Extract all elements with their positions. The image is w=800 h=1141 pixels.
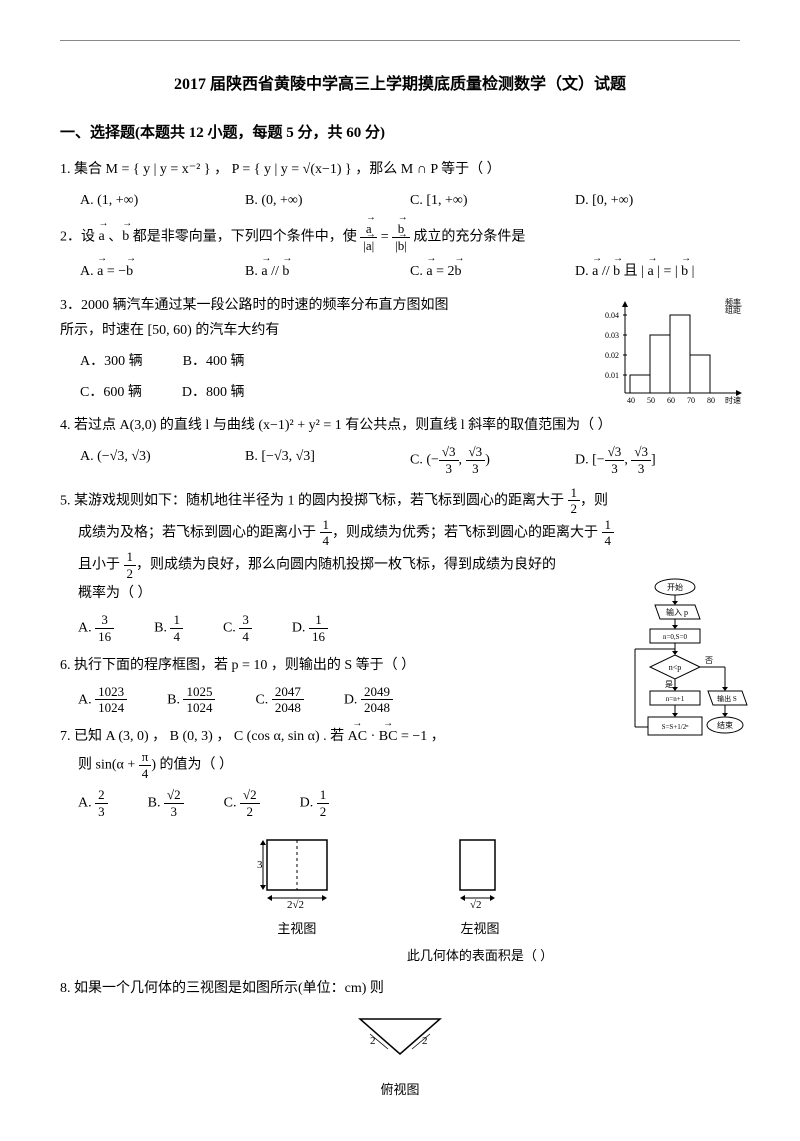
q3-opt-a: A．300 辆 [80,349,143,374]
svg-text:是: 是 [665,680,673,689]
frac-a: a|a| [360,221,377,253]
q5-opt-c: C. 34 [223,612,252,644]
left-view: √2 左视图 此几何体的表面积是（ ） [407,830,553,968]
q3-opt-c: C．600 辆 [80,380,142,405]
svg-text:输出 S: 输出 S [717,694,737,703]
q4-options: A. (−√3, √3) B. [−√3, √3] C. (−√33, √33)… [80,444,740,476]
vec-a-icon: a [99,224,105,249]
q6-opt-c: C. 20472048 [255,684,303,716]
svg-text:0.01: 0.01 [605,371,619,380]
left-label: 左视图 [407,917,553,940]
q5-opt-b: B. 14 [154,612,183,644]
q4-opt-d: D. [−√33, √33] [575,444,740,476]
q7-stem2: 则 sin(α + π4) 的值为（ ） [78,749,740,781]
svg-text:n=n+1: n=n+1 [666,695,685,703]
q4-opt-b: B. [−√3, √3] [245,444,410,476]
q4-opt-c: C. (−√33, √33) [410,444,575,476]
top-rule [60,40,740,41]
svg-text:n=0,S=0: n=0,S=0 [663,633,688,641]
q1-options: A. (1, +∞) B. (0, +∞) C. [1, +∞) D. [0, … [80,188,740,213]
q2-opt-b: B. a // b [245,259,410,284]
svg-text:2√2: 2√2 [287,899,304,910]
q1-opt-a: A. (1, +∞) [80,188,245,213]
svg-text:0.02: 0.02 [605,351,619,360]
q8-right-text: 此几何体的表面积是（ ） [407,944,553,967]
q2-t1: 2．设 [60,229,99,244]
q5-stem2: 成绩为及格；若飞标到圆心的距离小于 14，则成绩为优秀；若飞标到圆心的距离大于 … [78,517,740,549]
q2-opt-a: A. a = −b [80,259,245,284]
frac-b: b|b| [392,221,410,253]
question-1: 1. 集合 M = { y | y = x⁻² } ， P = { y | y … [60,157,740,213]
q6-opt-a: A. 10231024 [78,684,127,716]
question-8: 8. 如果一个几何体的三视图是如图所示(单位：cm) 则 [60,976,740,1001]
svg-text:开始: 开始 [667,582,683,592]
q3-opt-b: B．400 辆 [183,349,245,374]
q1-opt-c: C. [1, +∞) [410,188,575,213]
svg-text:50: 50 [647,396,655,405]
q1-opt-b: B. (0, +∞) [245,188,410,213]
q2-options: A. a = −b B. a // b C. a = 2b D. a // b … [80,259,740,284]
q7-opt-a: A. 23 [78,787,108,819]
svg-text:40: 40 [627,396,635,405]
svg-text:组距: 组距 [725,305,741,315]
q6-opt-b: B. 10251024 [167,684,215,716]
q5-q6-block: 5. 某游戏规则如下：随机地往半径为 1 的圆内投掷飞标，若飞标到圆心的距离大于… [60,485,740,716]
q5-opt-a: A. 316 [78,612,114,644]
exam-title: 2017 届陕西省黄陵中学高三上学期摸底质量检测数学（文）试题 [60,71,740,100]
q5-opt-d: D. 116 [292,612,328,644]
top-view: 2 2 俯视图 [60,1009,740,1102]
svg-text:否: 否 [705,656,713,665]
question-4: 4. 若过点 A(3,0) 的直线 l 与曲线 (x−1)² + y² = 1 … [60,413,740,476]
question-2: 2．设 a 、b 都是非零向量，下列四个条件中，使 a|a| = b|b| 成立… [60,221,740,284]
q7-opt-d: D. 12 [300,787,330,819]
q2-t3: 都是非零向量，下列四个条件中，使 [133,229,361,244]
q3-opt-d: D．800 辆 [182,380,245,405]
q2-opt-c: C. a = 2b [410,259,575,284]
question-7: 7. 已知 A (3, 0) ， B (0, 3) ， C (cos α, si… [60,724,740,820]
svg-text:60: 60 [667,396,675,405]
q2-opt-d: D. a // b 且 | a | = | b | [575,259,740,284]
histogram-chart: 0.01 0.02 0.03 0.04 40 50 60 70 80 时速 频率… [600,293,750,413]
q1-opt-d: D. [0, +∞) [575,188,740,213]
svg-text:n<p: n<p [669,663,682,672]
q8-stem: 8. 如果一个几何体的三视图是如图所示(单位：cm) 则 [60,981,384,996]
front-view: 3 2√2 主视图 [247,830,347,968]
svg-text:输入 p: 输入 p [666,607,688,617]
q2-stem: 2．设 a 、b 都是非零向量，下列四个条件中，使 a|a| = b|b| 成立… [60,221,740,253]
q7-opt-c: C. √22 [224,787,260,819]
q1-stem: 1. 集合 M = { y | y = x⁻² } ， P = { y | y … [60,157,740,182]
q5-stem1: 5. 某游戏规则如下：随机地往半径为 1 的圆内投掷飞标，若飞标到圆心的距离大于… [60,485,740,517]
top-label: 俯视图 [60,1078,740,1101]
svg-text:时速: 时速 [725,395,741,405]
vec-b-icon: b [122,224,129,249]
question-3: 3．2000 辆汽车通过某一段公路时的时速的频率分布直方图如图 所示，时速在 [… [60,293,740,406]
three-views: 3 2√2 主视图 √2 左视图 此几何体的表面积是（ ） [60,830,740,968]
q6-opt-d: D. 20492048 [344,684,393,716]
front-label: 主视图 [247,917,347,940]
svg-text:70: 70 [687,396,695,405]
q2-t4: 成立的充分条件是 [413,229,525,244]
q7-stem1: 7. 已知 A (3, 0) ， B (0, 3) ， C (cos α, si… [60,724,740,749]
q2-t2: 、 [108,229,122,244]
svg-text:3: 3 [257,859,263,871]
section-1-title: 一、选择题(本题共 12 小题，每题 5 分，共 60 分) [60,120,740,147]
q4-opt-a: A. (−√3, √3) [80,444,245,476]
q4-stem: 4. 若过点 A(3,0) 的直线 l 与曲线 (x−1)² + y² = 1 … [60,413,740,438]
q7-options: A. 23 B. √23 C. √22 D. 12 [78,787,740,819]
q7-opt-b: B. √23 [148,787,184,819]
question-8-block: 3 2√2 主视图 √2 左视图 此几何体的表面积是（ ） 8. 如果一个几何体… [60,830,740,1102]
svg-text:0.04: 0.04 [605,311,619,320]
svg-text:0.03: 0.03 [605,331,619,340]
svg-text:√2: √2 [470,899,482,910]
svg-text:80: 80 [707,396,715,405]
